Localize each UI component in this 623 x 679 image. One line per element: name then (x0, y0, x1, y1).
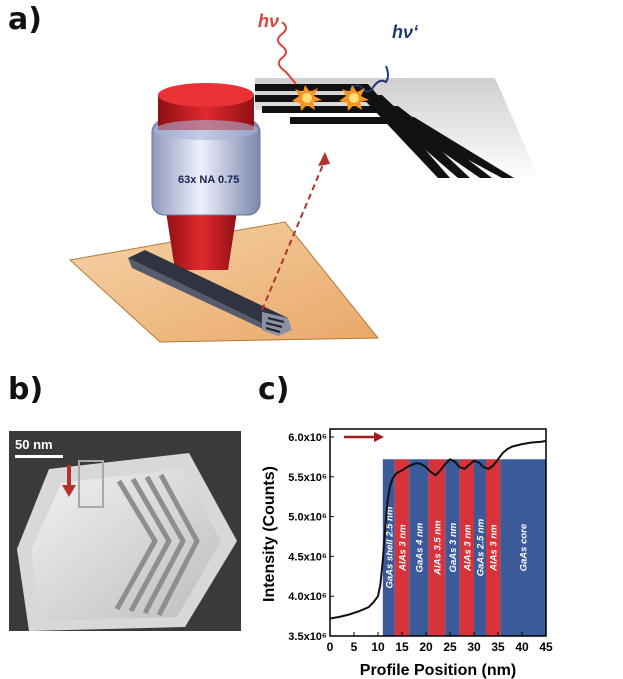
plot-frame (329, 428, 547, 637)
intensity-curve (329, 439, 547, 620)
stem-micrograph: 50 nm (9, 431, 241, 631)
scale-bar (15, 455, 63, 458)
layer-band-8 (500, 459, 546, 636)
layer-label-6: GaAs 2.5 nm (476, 518, 487, 576)
layer-label-4: GaAs 3 nm (448, 522, 459, 572)
layer-band-6 (474, 459, 486, 636)
panel-label-c: c) (258, 372, 290, 407)
layer-label-5: AlAs 3 nm (462, 524, 473, 572)
x-tick-label-5: 25 (443, 640, 457, 654)
x-tick-label-3: 15 (395, 640, 409, 654)
scale-bar-label: 50 nm (15, 437, 53, 452)
layer-label-3: AlAs 3.5 nm (432, 520, 443, 576)
x-tick-label-0: 0 (327, 640, 334, 654)
exciton-burst-2 (339, 85, 369, 111)
y-tick-label-1: 4.0x10⁶ (288, 591, 327, 603)
y-tick-label-3: 5.0x10⁶ (288, 512, 327, 524)
schematic-illustration: hν hν‘ 63x NA 0.75 (68, 11, 540, 343)
layer-band-2 (409, 459, 429, 636)
layer-band-7 (486, 459, 501, 636)
photon-out-label: hν‘ (392, 22, 419, 42)
layer-band-3 (428, 459, 446, 636)
exciton-burst-1 (292, 85, 322, 111)
layer-band-4 (445, 459, 460, 636)
emitted-photon-wave (349, 65, 389, 93)
layer-label-7: AlAs 3 nm (489, 524, 500, 572)
x-axis-label: Profile Position (nm) (360, 662, 516, 679)
microscope-objective: 63x NA 0.75 (151, 83, 261, 270)
x-tick-label-8: 40 (515, 640, 529, 654)
x-tick-label-6: 30 (467, 640, 481, 654)
panel-label-b: b) (8, 372, 44, 407)
intensity-profile-chart: GaAs shell 2.5 nm AlAs 3 nm GaAs 4 nm AlAs … (261, 428, 553, 679)
y-tick-label-5: 6.0x10⁶ (288, 432, 327, 444)
layer-band-0 (382, 459, 395, 636)
y-axis-label: Intensity (Counts) (261, 466, 278, 602)
x-tick-label-9: 45 (539, 640, 553, 654)
photon-in-label: hν (258, 11, 279, 31)
x-tick-label-1: 5 (351, 640, 358, 654)
panel-label-a: a) (8, 2, 42, 37)
nanowire (128, 250, 292, 336)
zoomed-shell-structure (255, 78, 540, 180)
layer-band-5 (459, 459, 474, 636)
x-tick-label-7: 35 (491, 640, 505, 654)
x-tick-label-2: 10 (371, 640, 385, 654)
layer-label-1: AlAs 3 nm (398, 524, 409, 572)
layer-label-0: GaAs shell 2.5 nm (384, 506, 395, 588)
objective-label: 63x NA 0.75 (178, 174, 239, 186)
layer-label-2: GaAs 4 nm (414, 522, 425, 572)
y-tick-label-2: 4.5x10⁶ (288, 551, 327, 563)
x-tick-label-4: 20 (419, 640, 433, 654)
emission-arrow (261, 159, 326, 311)
incident-photon-wave (277, 21, 297, 85)
layer-band-1 (394, 459, 410, 636)
y-tick-label-0: 3.5x10⁶ (288, 631, 327, 643)
y-tick-label-4: 5.5x10⁶ (288, 472, 327, 484)
profile-region-box (78, 460, 104, 508)
layer-label-8: GaAs core (519, 523, 530, 571)
